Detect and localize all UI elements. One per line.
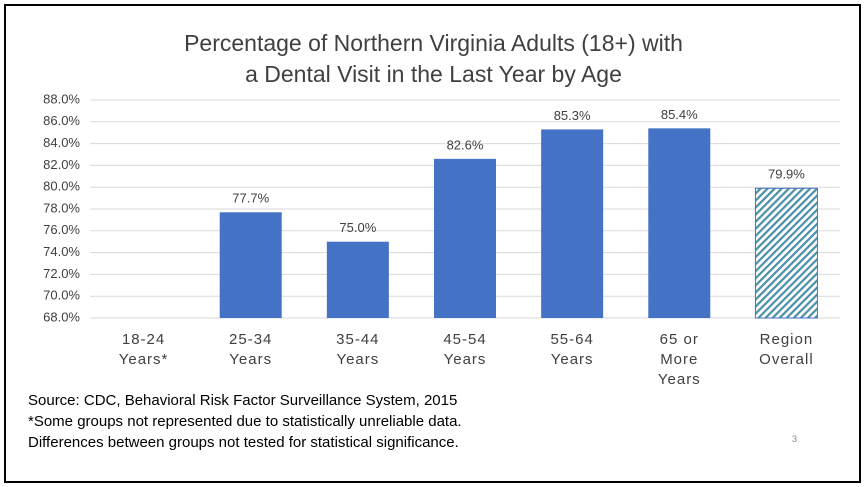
y-tick-label: 76.0%	[43, 222, 80, 237]
x-tick-label: 18-24 Years*	[118, 331, 169, 368]
y-tick-label: 72.0%	[43, 266, 80, 281]
bar	[754, 187, 818, 319]
bar	[541, 129, 604, 318]
footnote: *Some groups not represented due to stat…	[28, 413, 462, 430]
x-tick-label: 45-54 Years	[443, 331, 487, 368]
value-label: 85.4%	[661, 107, 698, 122]
y-tick-label: 82.0%	[43, 157, 80, 172]
y-tick-label: 68.0%	[43, 309, 80, 324]
value-label: 75.0%	[339, 220, 376, 235]
y-tick-label: 74.0%	[43, 244, 80, 259]
page-number: 3	[792, 434, 798, 444]
frame	[4, 4, 861, 483]
x-tick-label: 55-64 Years	[550, 331, 594, 368]
x-tick-label: 35-44 Years	[336, 331, 380, 368]
bar	[648, 128, 711, 318]
y-tick-label: 84.0%	[43, 135, 80, 150]
bar	[219, 212, 282, 318]
x-tick-label: 25-34 Years	[229, 331, 273, 368]
y-tick-label: 88.0%	[43, 91, 80, 106]
y-tick-label: 70.0%	[43, 288, 80, 303]
y-tick-label: 86.0%	[43, 113, 80, 128]
x-tick-label: 65 or More Years	[657, 331, 701, 388]
y-tick-label: 80.0%	[43, 179, 80, 194]
y-tick-label: 78.0%	[43, 200, 80, 215]
bar	[326, 241, 389, 318]
bar	[434, 158, 496, 318]
footnote: Source: CDC, Behavioral Risk Factor Surv…	[28, 392, 458, 409]
value-label: 82.6%	[447, 137, 484, 152]
value-label: 85.3%	[554, 108, 591, 123]
chart-title: Percentage of Northern Virginia Adults (…	[184, 30, 683, 87]
footnote: Differences between groups not tested fo…	[28, 434, 459, 451]
value-label: 79.9%	[768, 167, 805, 182]
x-tick-label: Region Overall	[759, 331, 814, 368]
value-label: 77.7%	[232, 191, 269, 206]
